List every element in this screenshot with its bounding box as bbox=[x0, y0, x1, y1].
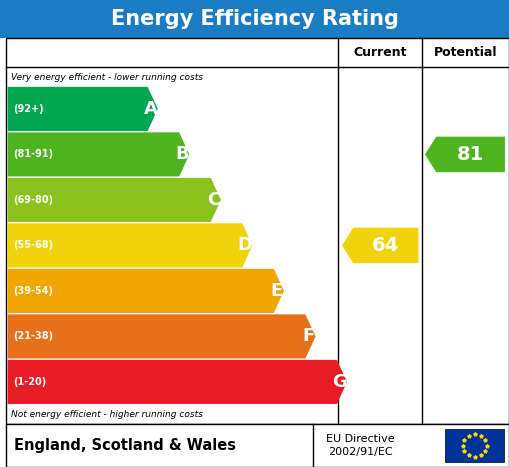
Bar bbox=[0, 0, 509, 38]
Text: D: D bbox=[238, 236, 253, 255]
Text: Potential: Potential bbox=[434, 46, 497, 59]
Text: 64: 64 bbox=[372, 236, 400, 255]
Polygon shape bbox=[425, 137, 505, 172]
Polygon shape bbox=[342, 228, 418, 263]
Text: G: G bbox=[332, 373, 348, 391]
Text: 81: 81 bbox=[457, 145, 484, 164]
Text: (92+): (92+) bbox=[13, 104, 43, 114]
Text: F: F bbox=[302, 327, 315, 346]
Text: A: A bbox=[144, 100, 158, 118]
Text: Energy Efficiency Rating: Energy Efficiency Rating bbox=[110, 9, 399, 29]
Text: Not energy efficient - higher running costs: Not energy efficient - higher running co… bbox=[11, 410, 203, 419]
Bar bbox=[6, 38, 509, 424]
Polygon shape bbox=[8, 314, 316, 359]
Polygon shape bbox=[8, 269, 284, 313]
Polygon shape bbox=[8, 132, 189, 177]
Text: (1-20): (1-20) bbox=[13, 377, 46, 387]
Bar bbox=[6, 424, 509, 467]
Text: (21-38): (21-38) bbox=[13, 332, 53, 341]
Polygon shape bbox=[8, 178, 221, 222]
Polygon shape bbox=[8, 223, 252, 268]
Text: E: E bbox=[271, 282, 283, 300]
Polygon shape bbox=[8, 87, 158, 131]
Text: B: B bbox=[176, 145, 189, 163]
Text: (69-80): (69-80) bbox=[13, 195, 53, 205]
Text: England, Scotland & Wales: England, Scotland & Wales bbox=[14, 438, 236, 453]
Text: (81-91): (81-91) bbox=[13, 149, 53, 159]
Bar bbox=[445, 429, 504, 462]
Text: (39-54): (39-54) bbox=[13, 286, 53, 296]
Text: Very energy efficient - lower running costs: Very energy efficient - lower running co… bbox=[11, 72, 203, 82]
Text: EU Directive
2002/91/EC: EU Directive 2002/91/EC bbox=[326, 434, 394, 457]
Text: (55-68): (55-68) bbox=[13, 241, 53, 250]
Text: Current: Current bbox=[353, 46, 407, 59]
Polygon shape bbox=[8, 360, 347, 404]
Text: C: C bbox=[207, 191, 220, 209]
